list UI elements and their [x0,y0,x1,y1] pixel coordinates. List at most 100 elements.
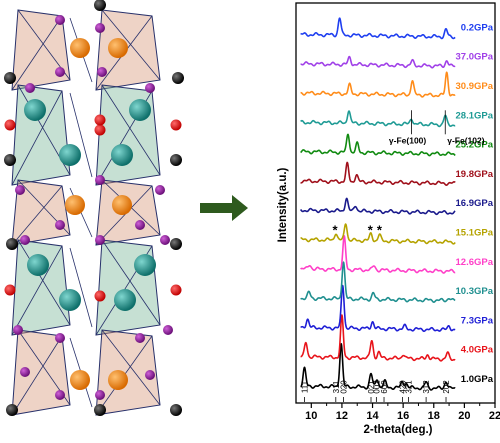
teal-atom [59,144,81,166]
xrd-trace [300,343,456,391]
purple-atom [155,185,165,195]
purple-atom [163,325,173,335]
orange-atom [70,370,90,390]
xrd-trace [300,17,456,40]
x-tick-label: 22 [489,410,500,422]
trace-pressure-label: 19.8GPa [456,169,494,180]
purple-atom [145,83,155,93]
impurity-star: * [333,223,339,238]
teal-atom [111,144,133,166]
black-atom [6,238,18,250]
bond [101,9,161,81]
purple-atom [25,83,35,93]
trace-pressure-label: 37.0GPa [456,52,494,63]
purple-atom [20,367,30,377]
xrd-trace [300,71,456,98]
black-atom [170,238,182,250]
impurity-star: * [368,223,374,238]
purple-atom [55,67,65,77]
purple-atom [55,333,65,343]
red-atom [94,124,106,136]
teal-atom [114,289,136,311]
xrd-trace [300,284,456,333]
purple-atom [20,235,30,245]
xrd-trace [299,197,456,216]
trace-pressure-label: 30.9GPa [456,81,494,92]
bond [69,92,93,178]
gamma-fe-label: γ-Fe(102) [447,135,484,145]
purple-atom [95,23,105,33]
trace-pressure-label: 0.2GPa [461,22,494,33]
bond [95,185,153,246]
x-tick-label: 12 [336,410,348,422]
bond [11,90,63,186]
bond [11,185,63,246]
teal-atom [27,254,49,276]
bond [11,245,63,336]
xrd-trace [300,133,456,157]
trace-pressure-label: 7.3GPa [461,315,494,326]
bond [101,239,161,326]
trace-pressure-label: 10.3GPa [456,286,494,297]
trace-pressure-label: 15.1GPa [456,228,494,239]
black-atom [6,404,18,416]
xrd-trace [300,161,456,186]
trace-pressure-label: 4.0GPa [461,345,494,356]
purple-atom [95,235,105,245]
xrd-trace [300,314,456,362]
purple-atom [160,235,170,245]
purple-atom [13,325,23,335]
red-atom [94,290,106,302]
x-tick-label: 16 [397,410,409,422]
orange-atom [65,195,85,215]
hkl-label: 321 [405,380,414,394]
hkl-label: 202 [442,380,451,394]
hkl-label: 420 [398,380,407,394]
y-axis-title: Intensity(a.u.) [277,167,289,242]
xrd-trace [300,235,456,274]
purple-atom [15,185,25,195]
teal-atom [59,289,81,311]
black-atom [94,404,106,416]
red-atom [170,119,182,131]
hkl-label: 111 [300,380,309,393]
red-atom [4,119,16,131]
bond [101,329,161,406]
orange-atom [108,370,128,390]
plot-frame [295,2,496,404]
black-atom [170,404,182,416]
teal-atom [24,99,46,121]
purple-atom [95,390,105,400]
bond [69,247,93,328]
purple-atom [97,67,107,77]
bond [11,335,63,416]
purple-atom [135,333,145,343]
x-tick-label: 20 [458,410,470,422]
orange-atom [112,195,132,215]
bond [11,15,63,91]
orange-atom [108,38,128,58]
gamma-fe-label: γ-Fe(100) [389,135,426,145]
x-tick-label: 14 [366,410,379,422]
black-atom [4,72,16,84]
purple-atom [145,370,155,380]
orange-atom [70,38,90,58]
trace-pressure-label: 28.1GPa [456,110,494,121]
teal-atom [134,254,156,276]
red-atom [94,114,106,126]
trace-pressure-label: 1.0GPa [461,374,494,385]
red-atom [4,284,16,296]
x-axis-title: 2-theta(deg.) [364,424,433,436]
black-atom [170,154,182,166]
x-tick-label: 18 [428,410,440,422]
black-atom [4,154,16,166]
impurity-star: * [377,223,383,238]
purple-atom [55,15,65,25]
hkl-label: 600 [380,380,389,394]
purple-atom [55,390,65,400]
purple-atom [95,175,105,185]
x-tick-label: 10 [305,410,317,422]
purple-atom [55,220,65,230]
